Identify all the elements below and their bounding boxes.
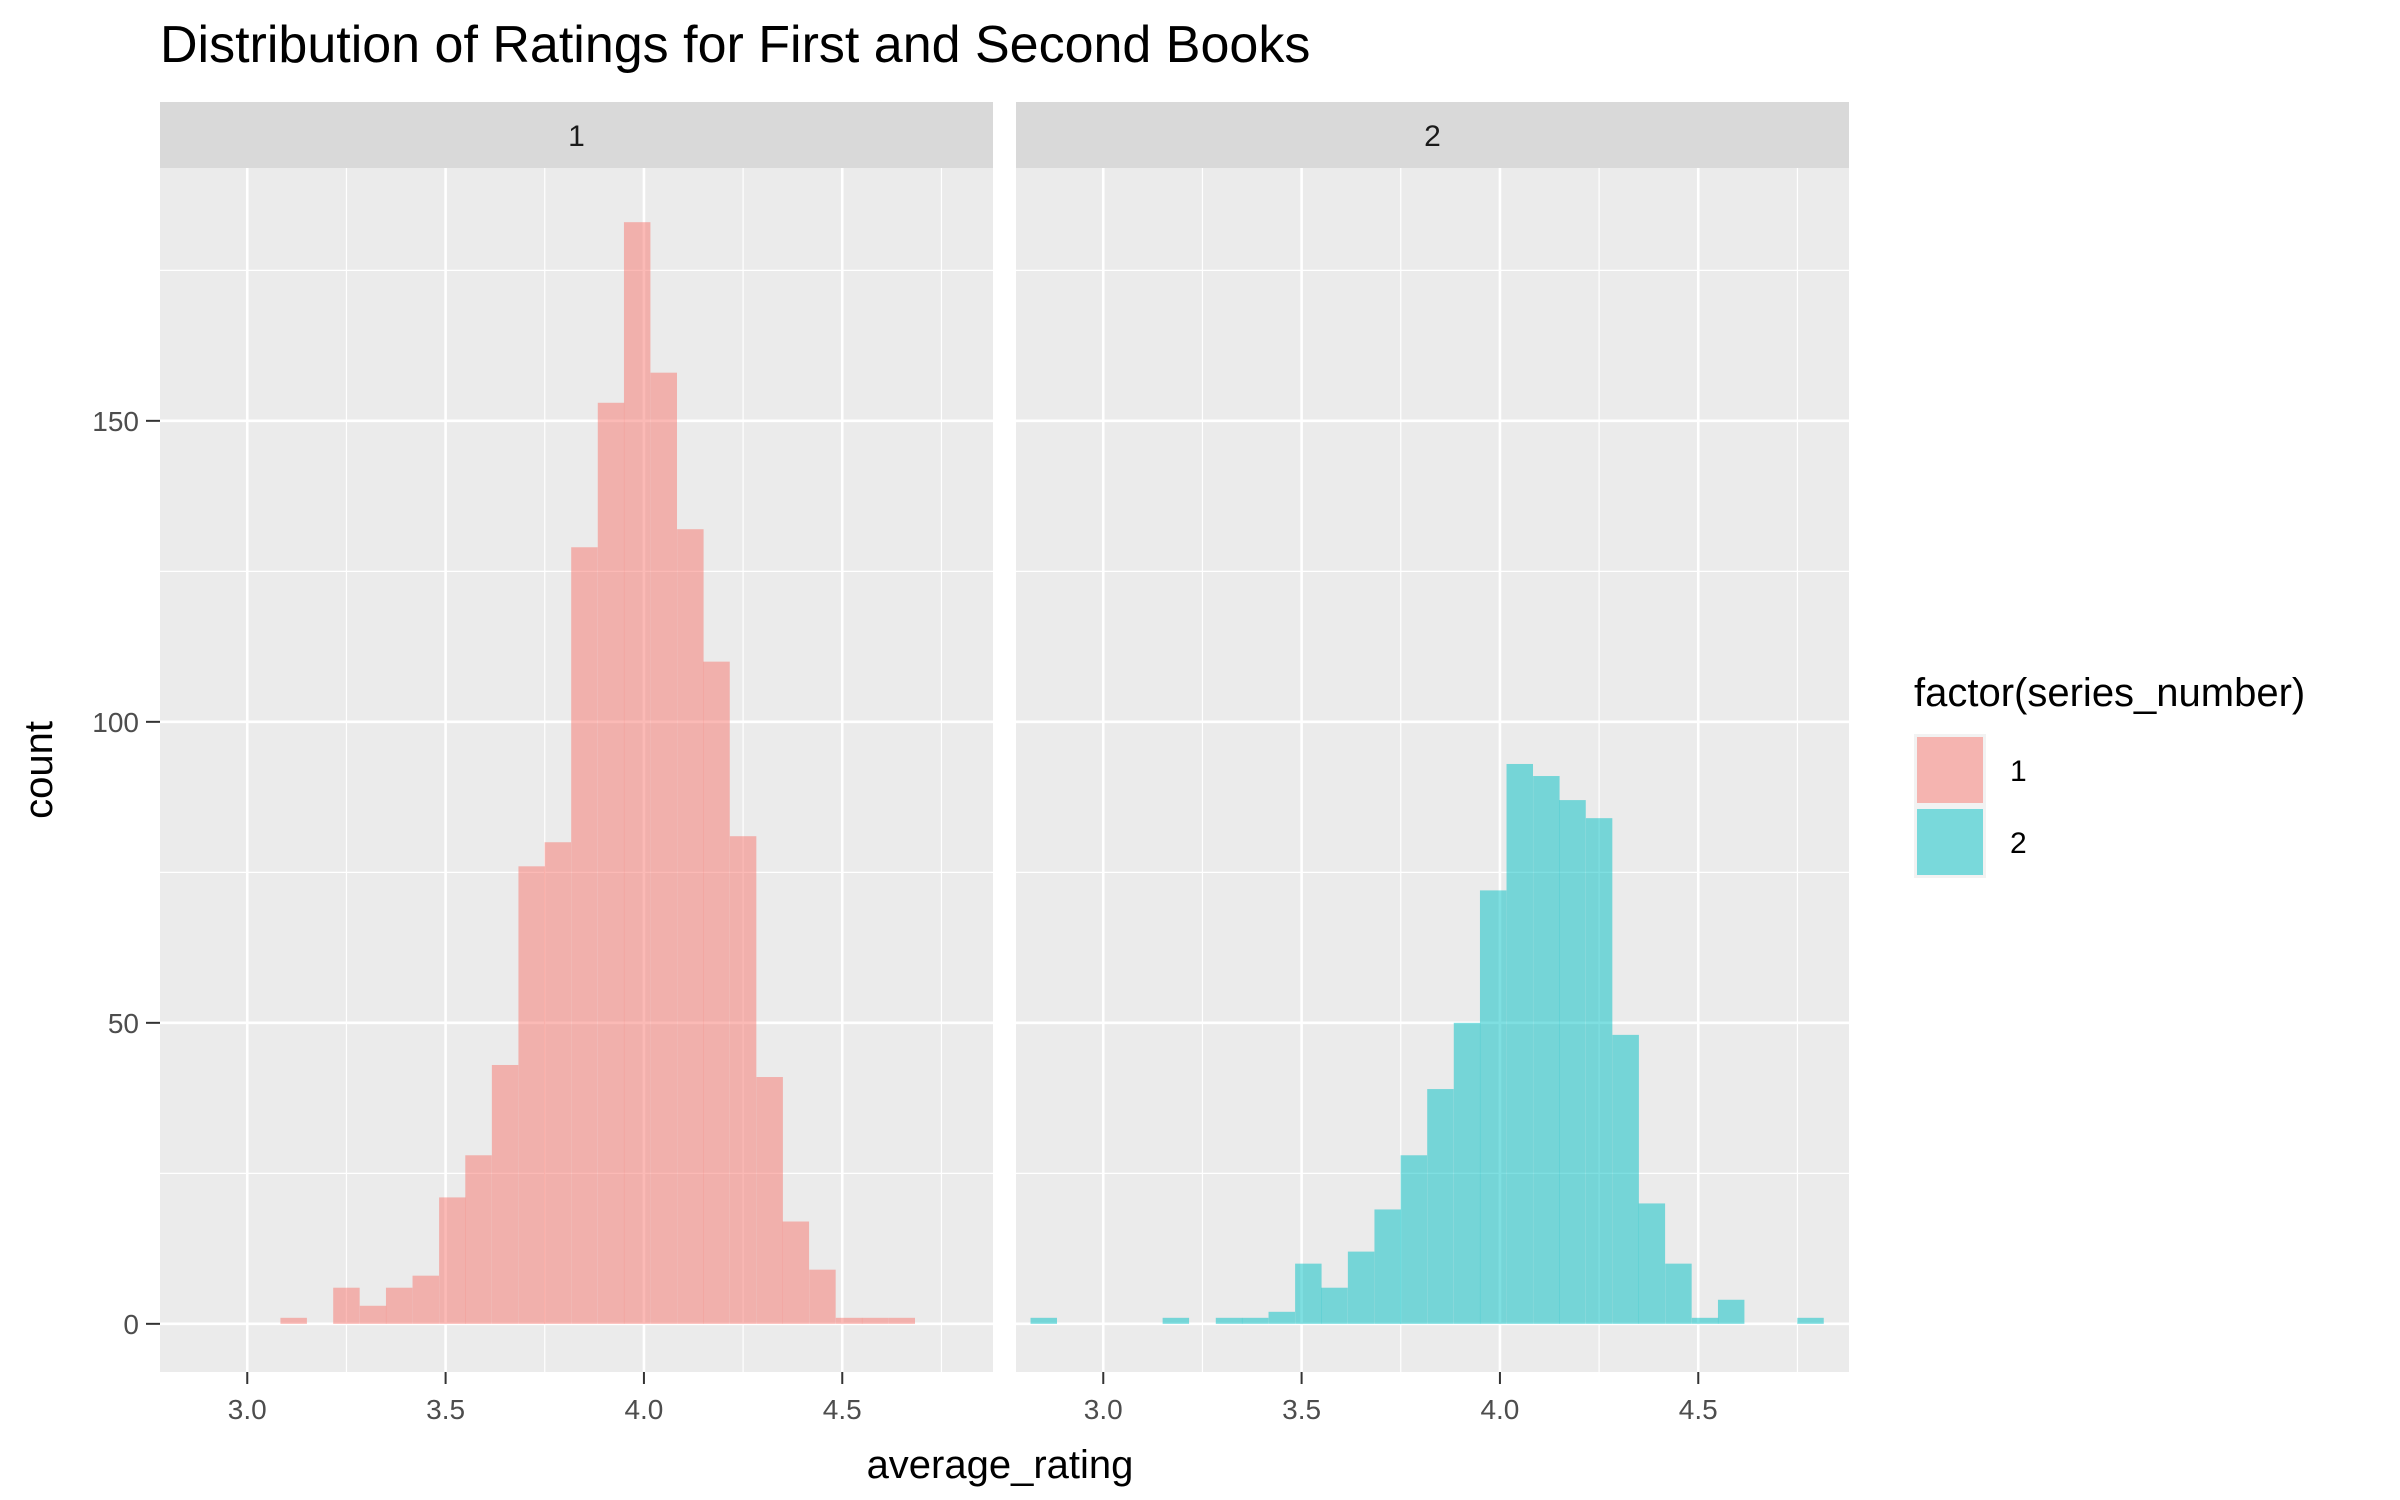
histogram-bar xyxy=(782,1221,810,1324)
histogram-bar xyxy=(333,1287,360,1324)
histogram-bar xyxy=(1533,776,1560,1324)
legend-key xyxy=(1917,737,1983,803)
histogram-bar xyxy=(1268,1311,1295,1324)
y-tick-label: 100 xyxy=(92,707,139,738)
histogram-bar xyxy=(1030,1317,1057,1324)
x-tick-label: 3.0 xyxy=(1084,1394,1123,1425)
histogram-bar xyxy=(1241,1317,1269,1324)
histogram-bar xyxy=(280,1317,307,1324)
legend-title: factor(series_number) xyxy=(1914,671,2305,715)
histogram-bar xyxy=(1797,1317,1824,1324)
histogram-bar xyxy=(385,1287,413,1324)
legend: factor(series_number) 1 2 xyxy=(1914,671,2305,878)
histogram-bar xyxy=(729,836,757,1324)
histogram-bar xyxy=(518,866,545,1324)
histogram-bar xyxy=(1559,800,1586,1324)
histogram-bar xyxy=(650,372,677,1324)
histogram-bar xyxy=(1612,1034,1639,1324)
y-tick-label: 0 xyxy=(123,1309,139,1340)
x-tick-label: 4.0 xyxy=(1480,1394,1519,1425)
x-tick-label: 3.0 xyxy=(228,1394,267,1425)
histogram-bar xyxy=(756,1077,783,1324)
chart-title: Distribution of Ratings for First and Se… xyxy=(160,16,1310,74)
histogram-bar xyxy=(1427,1089,1454,1324)
x-tick-label: 4.0 xyxy=(624,1394,663,1425)
facet-strip-label: 1 xyxy=(568,120,585,153)
facet-strip xyxy=(160,102,993,168)
histogram-bar xyxy=(544,842,572,1324)
histogram-bar xyxy=(1215,1317,1243,1324)
legend-key xyxy=(1917,809,1983,875)
facet-strip xyxy=(1016,102,1849,168)
histogram-bar xyxy=(597,402,625,1324)
histogram-bar xyxy=(1162,1317,1190,1324)
histogram-bar xyxy=(703,661,730,1324)
histogram-bar xyxy=(1374,1209,1401,1324)
x-axis-label: average_rating xyxy=(867,1443,1134,1487)
y-tick-label: 50 xyxy=(108,1008,139,1039)
histogram-bar xyxy=(1638,1203,1666,1324)
facet-panel-1: 1 3.0 3.5 4.0 4.5 xyxy=(160,102,993,1425)
x-tick-label: 3.5 xyxy=(426,1394,465,1425)
histogram-bar xyxy=(359,1305,387,1324)
histogram-bar xyxy=(888,1317,915,1324)
histogram-bar xyxy=(1453,1022,1481,1324)
histogram-bar xyxy=(1321,1287,1348,1324)
histogram-bar xyxy=(1295,1263,1322,1324)
facet-panel-2: 2 3.0 3.5 4.0 4.5 xyxy=(1016,102,1849,1425)
histogram-bar xyxy=(1400,1155,1428,1324)
histogram-bar xyxy=(809,1269,836,1324)
histogram-bar xyxy=(412,1275,439,1324)
histogram-bar xyxy=(1585,818,1613,1324)
histogram-bar xyxy=(1665,1263,1692,1324)
x-tick-label: 4.5 xyxy=(1679,1394,1718,1425)
legend-label: 2 xyxy=(2010,827,2027,860)
histogram-bar xyxy=(623,222,651,1324)
histogram-bar xyxy=(1506,763,1533,1324)
histogram-bar xyxy=(835,1317,863,1324)
facet-strip-label: 2 xyxy=(1424,120,1441,153)
histogram-bar xyxy=(1691,1317,1719,1324)
y-tick-label: 150 xyxy=(92,406,139,437)
x-tick-label: 3.5 xyxy=(1282,1394,1321,1425)
x-tick-label: 4.5 xyxy=(823,1394,862,1425)
histogram-bar xyxy=(439,1197,466,1324)
y-axis-label: count xyxy=(17,721,61,819)
histogram-bar xyxy=(861,1317,889,1324)
histogram-bar xyxy=(677,529,704,1324)
legend-label: 1 xyxy=(2010,755,2027,788)
facet-panels: 0 50 100 150 1 3.0 3.5 4.0 4.5 2 3.0 3.5 4.0 4.5 xyxy=(92,102,1849,1425)
histogram-bar xyxy=(571,547,598,1324)
histogram-bar xyxy=(465,1155,492,1324)
histogram-bar xyxy=(491,1064,519,1324)
histogram-bar xyxy=(1717,1299,1745,1324)
histogram-bar xyxy=(1479,890,1507,1324)
histogram-bar xyxy=(1347,1251,1375,1324)
